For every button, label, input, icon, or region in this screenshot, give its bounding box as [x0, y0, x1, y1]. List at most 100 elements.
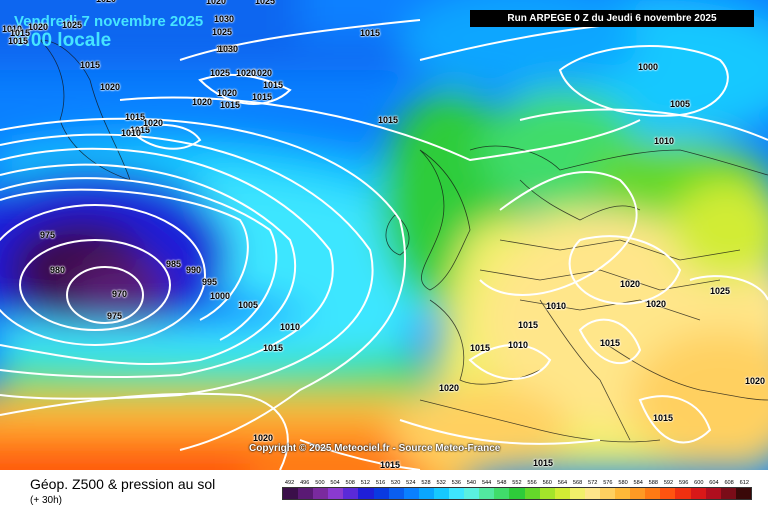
scale-color-swatch — [645, 488, 661, 499]
scale-color-swatch — [615, 488, 631, 499]
isobar-label: 1000 — [210, 291, 231, 301]
isobar-label: 1020 — [217, 88, 238, 98]
isobar-lines — [0, 19, 768, 470]
isobar-label: 1030 — [216, 44, 237, 54]
scale-tick-label: 596 — [678, 480, 689, 486]
isobar-label: 1020 — [439, 383, 460, 393]
scale-color-swatch — [599, 488, 616, 499]
isobar-label: 1020 — [620, 279, 641, 289]
scale-tick-label: 564 — [557, 480, 568, 486]
scale-color-swatch — [569, 488, 585, 499]
scale-color-swatch — [720, 488, 736, 499]
isobar-label: 1025 — [710, 286, 731, 296]
isobar-label: 1010 — [280, 322, 301, 332]
isobar-label: 1020 — [100, 82, 121, 92]
scale-color-swatch — [494, 488, 510, 499]
isobar-label: 1020 — [646, 299, 667, 309]
isobar-label: 1030 — [218, 44, 239, 54]
forecast-date: Vendredi 7 novembre 2025 — [14, 13, 204, 30]
scale-color-swatch — [328, 488, 344, 499]
isobar-label: 1015 — [252, 92, 273, 102]
scale-color-swatch — [373, 488, 389, 499]
forecast-local-time: 6:00 locale — [14, 30, 112, 51]
map-footer: Géop. Z500 & pression au sol (+ 30h) 492… — [0, 470, 768, 512]
scale-tick-labels: 492 496 500 504 508 512 516 520 524 528 532 536 540 5… — [282, 480, 752, 486]
isobar-label: 1000 — [638, 62, 659, 72]
isobar-label: 1020 — [192, 97, 213, 107]
isobar-label: 1015 — [378, 115, 399, 125]
isobar-label: 1025 — [210, 68, 231, 78]
scale-tick-label: 600 — [694, 480, 704, 486]
isobar-label: 1015 — [130, 125, 151, 135]
scale-tick-label: 584 — [633, 480, 643, 486]
isobar-label: 1010 — [654, 136, 675, 146]
scale-tick-label: 608 — [724, 480, 734, 486]
scale-tick-label: 544 — [481, 480, 492, 486]
scale-color-swatch — [524, 488, 540, 499]
scale-color-swatch — [690, 488, 706, 499]
scale-tick-label: 576 — [603, 480, 613, 486]
isobar-label: 975 — [40, 230, 56, 240]
isobar-label: 1020 — [96, 0, 116, 4]
scale-color-swatch — [509, 488, 525, 499]
scale-color-swatch — [539, 488, 555, 499]
scale-tick-label: 532 — [436, 480, 446, 486]
copyright-notice: Copyright © 2025 Meteociel.fr - Source M… — [249, 443, 501, 454]
isobar-label: 1015 — [360, 28, 381, 38]
isobar-label: 1005 — [670, 99, 691, 109]
scale-tick-label: 588 — [648, 480, 658, 486]
forecast-lead-time: (+ 30h) — [30, 495, 62, 506]
scale-tick-label: 500 — [315, 480, 325, 486]
scale-color-swatch — [433, 488, 450, 499]
isobar-label: 1010 — [2, 24, 23, 34]
weather-map — [0, 0, 768, 470]
scale-tick-label: 580 — [618, 480, 628, 486]
scale-color-swatch — [388, 488, 404, 499]
scale-tick-label: 496 — [300, 480, 310, 486]
isobar-label: 1020 — [28, 22, 49, 32]
isobar-label: 995 — [202, 277, 218, 287]
scale-color-swatch — [705, 488, 721, 499]
geopotential-field — [0, 0, 768, 470]
isobar-label: 1030 — [214, 14, 235, 24]
isobar-label: 1015 — [380, 460, 401, 470]
isobar-label: 1020 — [745, 376, 766, 386]
isobar-label: 1025 — [62, 20, 83, 30]
isobar-label: 975 — [107, 311, 123, 321]
isobar-label: 1015 — [518, 320, 539, 330]
scale-color-swatch — [479, 488, 495, 499]
scale-tick-label: 508 — [345, 480, 355, 486]
scale-color-swatch — [735, 488, 751, 499]
isobar-label: 1010 — [121, 128, 142, 138]
scale-tick-label: 548 — [497, 480, 507, 486]
scale-tick-label: 572 — [588, 480, 598, 486]
isobar-label: 1015 — [10, 28, 31, 38]
scale-tick-label: 552 — [512, 480, 522, 486]
isobar-label: 1020 — [143, 118, 164, 128]
isobar-label: 1015 — [220, 100, 241, 110]
scale-color-swatch — [464, 488, 480, 499]
scale-tick-label: 612 — [739, 480, 749, 486]
isobar-label: 980 — [50, 265, 66, 275]
scale-color-swatch — [630, 488, 646, 499]
scale-tick-label: 540 — [466, 480, 477, 486]
scale-color-swatch — [283, 488, 299, 499]
isobar-label: 1015 — [263, 343, 284, 353]
scale-color-swatch — [449, 488, 465, 499]
color-scale-legend: 492 496 500 504 508 512 516 520 524 528 532 536 540 5… — [282, 480, 752, 500]
scale-tick-label: 556 — [527, 480, 537, 486]
scale-color-swatch — [660, 488, 676, 499]
isobar-label: 1015 — [80, 60, 101, 70]
scale-tick-label: 592 — [663, 480, 674, 486]
scale-tick-label: 516 — [375, 480, 386, 486]
isobar-label: 1025 — [212, 27, 233, 37]
isobar-label: 1010 — [546, 301, 567, 311]
scale-tick-label: 512 — [360, 480, 371, 486]
isobar-label: 1005 — [238, 300, 259, 310]
map-title: Géop. Z500 & pression au sol — [30, 476, 216, 492]
isobar-label: 970 — [112, 289, 128, 299]
isobar-label: 1020 — [236, 68, 257, 78]
forecast-datetime: Vendredi 7 novembre 2025 6:00 locale — [14, 14, 203, 50]
isobar-label: 985 — [166, 259, 182, 269]
scale-tick-label: 528 — [421, 480, 431, 486]
